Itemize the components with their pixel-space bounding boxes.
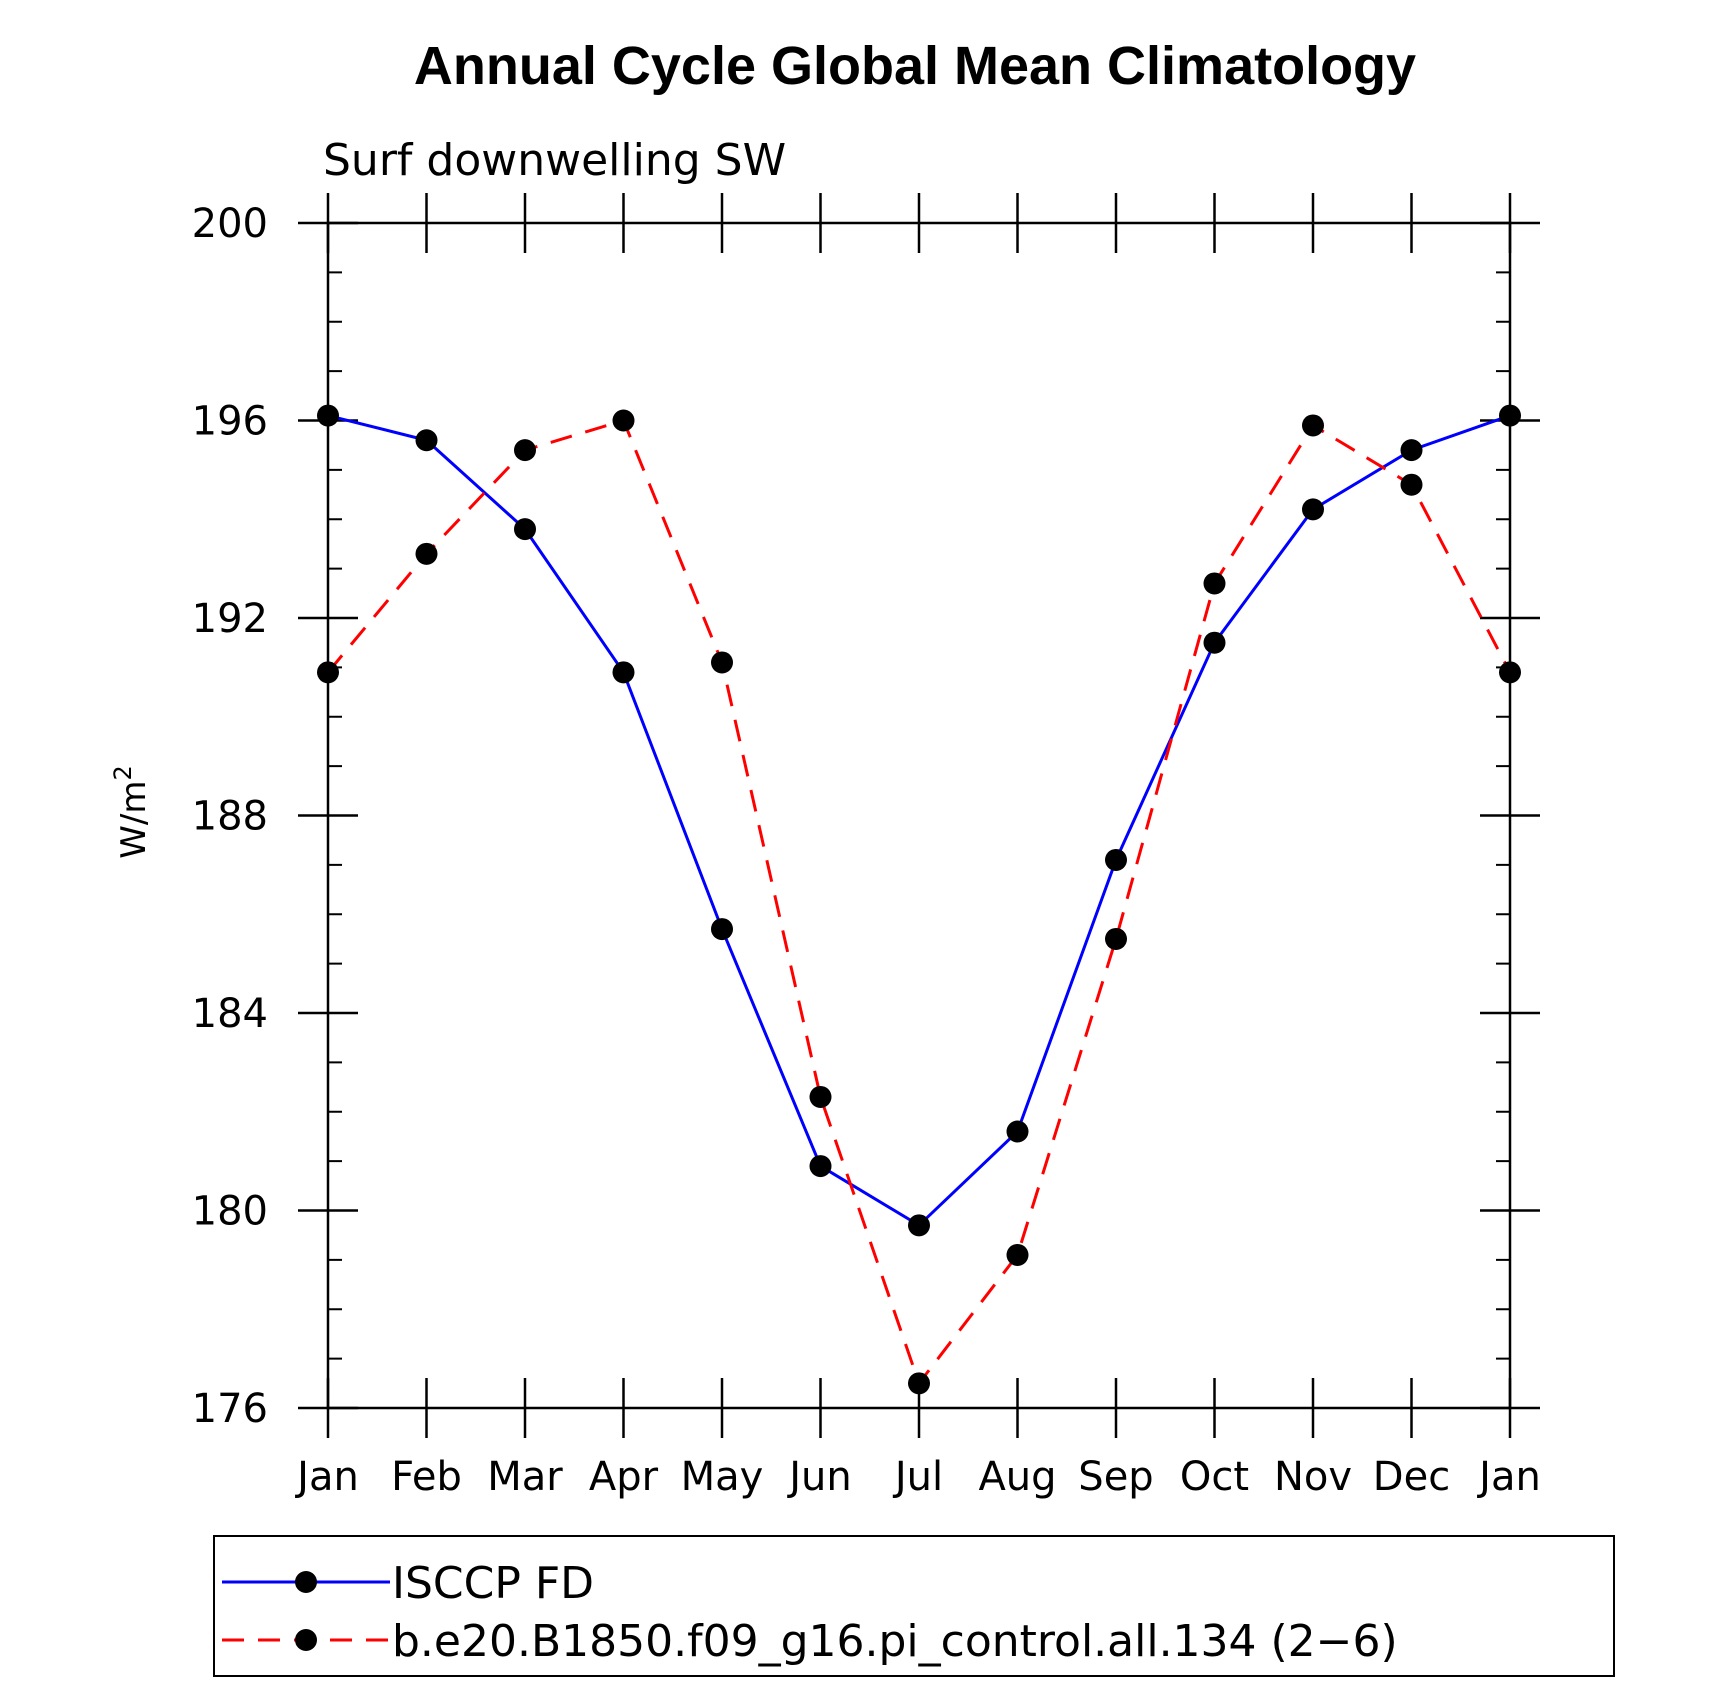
x-tick-label: Jan (294, 1454, 359, 1500)
y-tick-label: 200 (192, 201, 268, 247)
data-point (1400, 439, 1423, 462)
data-point (1006, 1243, 1029, 1266)
data-point (711, 918, 733, 941)
y-tick-label: 176 (192, 1386, 268, 1432)
y-axis-label-superscript: 2 (109, 765, 137, 780)
legend-box (213, 1535, 1615, 1677)
data-point (809, 1085, 832, 1108)
x-tick-label: Nov (1274, 1454, 1352, 1500)
y-tick-label: 192 (192, 596, 268, 642)
data-point (1105, 848, 1127, 871)
data-point (514, 518, 536, 541)
x-tick-label: Aug (978, 1454, 1056, 1500)
y-tick-label: 184 (192, 991, 268, 1037)
data-point (711, 651, 733, 674)
data-point (317, 661, 339, 684)
series-line (326, 418, 1512, 1387)
x-tick-label: Jul (892, 1454, 943, 1500)
legend-label-model: b.e20.B1850.f09_g16.pi_control.all.134 (… (392, 1616, 1398, 1667)
series-layer (317, 404, 1521, 1395)
minor-ticks (328, 271, 1510, 1360)
data-point (1400, 473, 1423, 496)
series-1 (317, 409, 1521, 1395)
x-tick-label: May (681, 1454, 764, 1500)
data-point (1302, 414, 1324, 437)
y-tick-label: 188 (192, 794, 268, 840)
data-point (1203, 631, 1226, 654)
data-point (415, 429, 438, 452)
legend-marker-isccp-fd (295, 1571, 317, 1593)
legend-label-isccp-fd: ISCCP FD (392, 1558, 594, 1609)
x-tick-label: Sep (1078, 1454, 1153, 1500)
data-point (908, 1214, 930, 1237)
x-tick-label: Feb (391, 1454, 462, 1500)
series-0 (317, 404, 1521, 1237)
data-point (1203, 572, 1226, 595)
data-point (1499, 404, 1521, 427)
x-tick-label: Mar (487, 1454, 563, 1500)
x-axis: Jan Feb Mar Apr May Jun Jul Aug Sep Oct Nov Dec Jan (294, 193, 1541, 1500)
data-point (1302, 498, 1324, 521)
chart-subtitle: Surf downwelling SW (323, 135, 786, 186)
data-point (415, 542, 438, 565)
data-point (1006, 1120, 1029, 1143)
y-tick-label: 196 (192, 399, 268, 445)
x-tick-label: Dec (1373, 1454, 1450, 1500)
y-axis: 176 180 184 188 192 196 200 (192, 201, 1540, 1432)
y-axis-label: W/m2 (109, 765, 154, 858)
y-tick-label: 180 (192, 1189, 268, 1235)
data-point (1499, 661, 1521, 684)
data-point (1105, 927, 1127, 950)
x-tick-label: Jan (1476, 1454, 1541, 1500)
data-point (317, 404, 339, 427)
x-tick-label: Jun (786, 1454, 852, 1500)
data-point (612, 409, 635, 432)
x-tick-label: Oct (1180, 1454, 1249, 1500)
chart-title: Annual Cycle Global Mean Climatology (414, 36, 1416, 96)
data-point (612, 661, 635, 684)
data-point (514, 439, 536, 462)
data-point (809, 1155, 832, 1178)
legend-marker-model (295, 1629, 317, 1651)
x-tick-label: Apr (589, 1454, 659, 1500)
series-line (327, 414, 1511, 1228)
legend: ISCCP FD b.e20.B1850.f09_g16.pi_control.… (213, 1535, 1615, 1677)
data-point (908, 1372, 930, 1395)
